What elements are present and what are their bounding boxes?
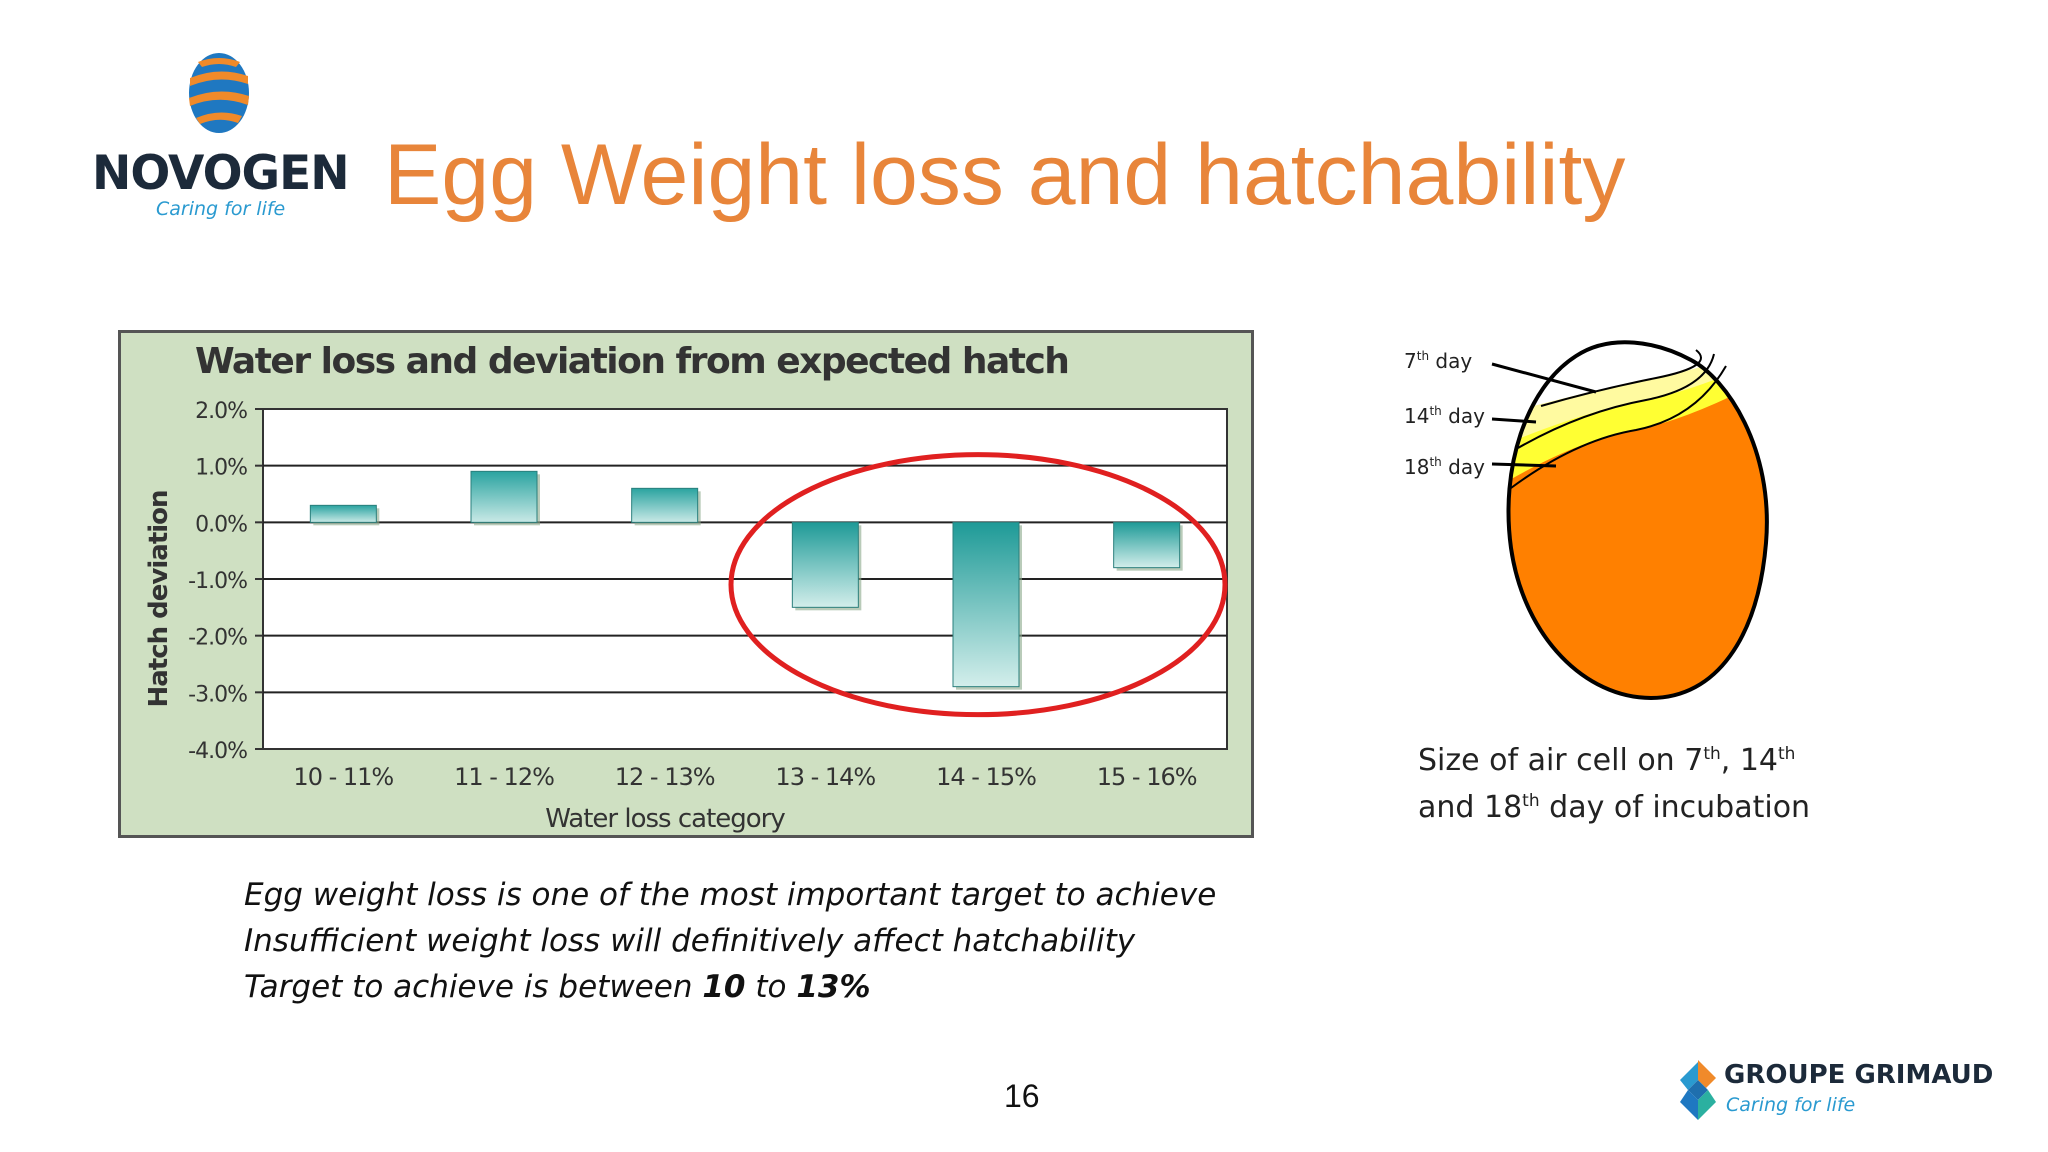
grimaud-tagline: Caring for life — [1726, 1094, 1856, 1116]
label-18th-day: 18th day — [1404, 455, 1485, 479]
x-tick-label: 15 - 16% — [1097, 763, 1197, 791]
y-tick-label: 1.0% — [195, 456, 247, 481]
novogen-tagline: Caring for life — [156, 198, 286, 220]
chart-title: Water loss and deviation from expected h… — [195, 341, 1070, 382]
groupe-grimaud-logo: GROUPE GRIMAUD Caring for life — [1676, 1058, 1993, 1128]
x-tick-label: 12 - 13% — [615, 763, 715, 791]
highlight-ellipse — [728, 452, 1228, 718]
y-tick-label: -3.0% — [188, 682, 247, 707]
y-axis-label: Hatch deviation — [144, 490, 174, 707]
bar — [631, 487, 699, 523]
bar — [470, 470, 538, 523]
body-line-2: Insufficient weight loss will definitive… — [244, 923, 1136, 959]
egg-caption-line2: and 18th day of incubation — [1418, 790, 1811, 825]
y-tick-label: -1.0% — [188, 569, 247, 594]
novogen-brand-name: NOVOGEN — [92, 146, 350, 201]
x-tick-label: 11 - 12% — [454, 763, 554, 791]
slide-title: Egg Weight loss and hatchability — [384, 127, 1626, 223]
y-tick-label: -4.0% — [188, 739, 247, 764]
x-tick-label: 14 - 15% — [936, 763, 1036, 791]
body-line-1: Egg weight loss is one of the most impor… — [244, 877, 1217, 913]
body-text: Egg weight loss is one of the most impor… — [244, 872, 1216, 1010]
y-tick-label: -2.0% — [188, 626, 247, 651]
bar — [952, 521, 1020, 688]
chart-canvas: 2.0% 1.0% 0.0% -1.0% -2.0% -3.0% -4.0% 10 - 11%… — [144, 399, 1228, 834]
page-number: 16 — [1004, 1078, 1040, 1114]
bar — [309, 504, 377, 523]
grimaud-brand-name: GROUPE GRIMAUD — [1724, 1060, 1994, 1090]
label-14th-day: 14th day — [1404, 404, 1485, 428]
y-tick-label: 2.0% — [195, 399, 247, 424]
novogen-globe-icon — [189, 53, 249, 133]
grimaud-emblem-icon — [1680, 1060, 1716, 1120]
water-loss-chart: 2.0% 1.0% 0.0% -1.0% -2.0% -3.0% -4.0% 10 - 11%… — [118, 330, 1254, 838]
bar — [1113, 521, 1181, 569]
novogen-logo: NOVOGEN Caring for life — [92, 48, 350, 228]
egg-air-cell-diagram: 7th day 14th day 18th day — [1404, 340, 1769, 701]
egg-caption: Size of air cell on 7th, 14th and 18th d… — [1418, 734, 1810, 828]
x-axis-label: Water loss category — [545, 804, 785, 834]
y-tick-label: 0.0% — [195, 512, 247, 537]
body-line-3: Target to achieve is between 10 to 13% — [244, 969, 871, 1005]
x-tick-label: 13 - 14% — [775, 763, 875, 791]
bar — [791, 521, 859, 608]
egg-caption-line1: Size of air cell on 7th, 14th — [1418, 743, 1796, 778]
x-tick-label: 10 - 11% — [293, 763, 393, 791]
label-7th-day: 7th day — [1404, 349, 1472, 373]
